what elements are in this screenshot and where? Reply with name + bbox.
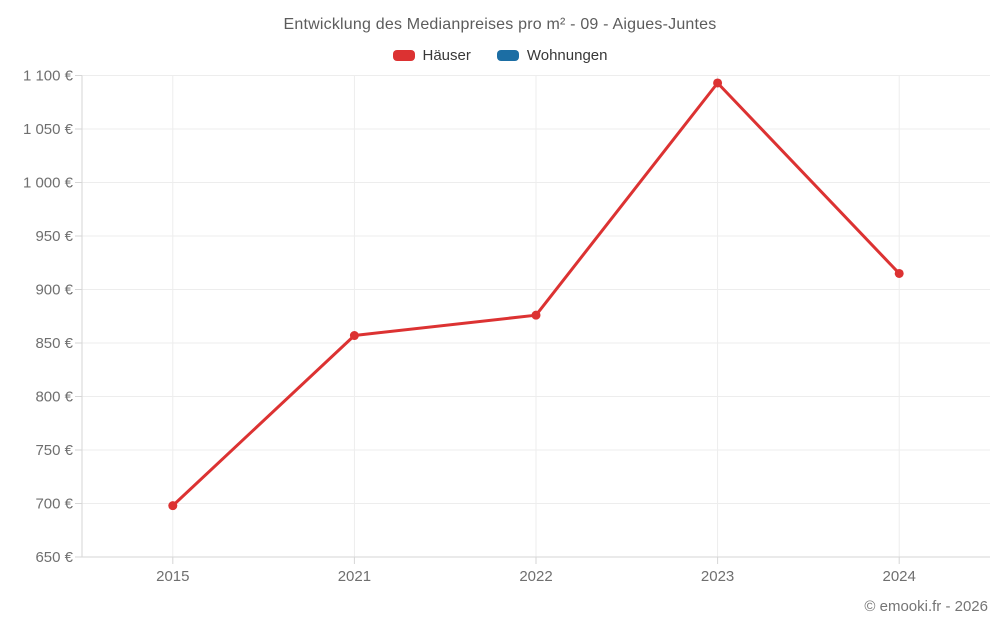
data-point-h-user-2015[interactable] bbox=[168, 501, 178, 511]
legend-swatch-wohnungen bbox=[496, 50, 519, 61]
chart-title: Entwicklung des Medianpreises pro m² - 0… bbox=[283, 16, 717, 33]
legend-item-haeuser[interactable]: Häuser bbox=[392, 47, 471, 64]
y-axis-label: 1 100 € bbox=[23, 68, 74, 85]
y-axis-label: 1 050 € bbox=[23, 121, 74, 138]
copyright-footer: © emooki.fr - 2026 bbox=[864, 598, 988, 615]
data-point-h-user-2024[interactable] bbox=[894, 268, 904, 278]
data-point-h-user-2021[interactable] bbox=[349, 331, 359, 341]
legend-item-wohnungen[interactable]: Wohnungen bbox=[496, 47, 608, 64]
y-axis-label: 1 000 € bbox=[23, 175, 74, 192]
y-axis-label: 750 € bbox=[35, 442, 73, 459]
x-axis-label: 2015 bbox=[156, 568, 189, 585]
legend-label-haeuser: Häuser bbox=[422, 47, 471, 64]
x-axis-label: 2022 bbox=[519, 568, 552, 585]
chart-legend: Häuser Wohnungen bbox=[0, 47, 1000, 64]
x-axis-label: 2024 bbox=[883, 568, 916, 585]
y-axis-label: 850 € bbox=[35, 335, 73, 352]
x-axis-label: 2021 bbox=[338, 568, 371, 585]
y-axis-label: 800 € bbox=[35, 389, 73, 406]
legend-label-wohnungen: Wohnungen bbox=[526, 47, 608, 64]
data-point-h-user-2023[interactable] bbox=[713, 78, 723, 88]
y-axis-label: 950 € bbox=[35, 228, 73, 245]
legend-swatch-haeuser bbox=[392, 50, 415, 61]
y-axis-label: 900 € bbox=[35, 282, 73, 299]
y-axis-label: 650 € bbox=[35, 549, 73, 566]
y-axis-label: 700 € bbox=[35, 496, 73, 513]
x-axis-label: 2023 bbox=[701, 568, 734, 585]
data-point-h-user-2022[interactable] bbox=[531, 310, 541, 320]
